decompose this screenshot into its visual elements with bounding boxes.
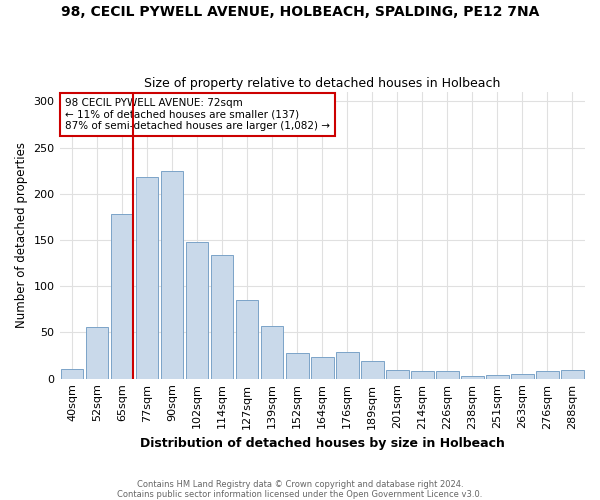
Text: Contains HM Land Registry data © Crown copyright and database right 2024.
Contai: Contains HM Land Registry data © Crown c…: [118, 480, 482, 499]
Bar: [211, 255, 233, 378]
Bar: [61, 370, 83, 378]
Title: Size of property relative to detached houses in Holbeach: Size of property relative to detached ho…: [144, 76, 500, 90]
Bar: [311, 358, 334, 378]
Bar: [286, 353, 308, 378]
Bar: [411, 372, 434, 378]
Bar: [161, 170, 184, 378]
Bar: [511, 374, 534, 378]
Text: 98, CECIL PYWELL AVENUE, HOLBEACH, SPALDING, PE12 7NA: 98, CECIL PYWELL AVENUE, HOLBEACH, SPALD…: [61, 5, 539, 19]
X-axis label: Distribution of detached houses by size in Holbeach: Distribution of detached houses by size …: [140, 437, 505, 450]
Bar: [361, 361, 383, 378]
Bar: [336, 352, 359, 378]
Bar: [561, 370, 584, 378]
Bar: [486, 375, 509, 378]
Bar: [386, 370, 409, 378]
Bar: [536, 372, 559, 378]
Y-axis label: Number of detached properties: Number of detached properties: [15, 142, 28, 328]
Bar: [136, 177, 158, 378]
Bar: [86, 327, 109, 378]
Bar: [111, 214, 133, 378]
Bar: [261, 326, 283, 378]
Bar: [436, 372, 458, 378]
Bar: [236, 300, 259, 378]
Bar: [186, 242, 208, 378]
Text: 98 CECIL PYWELL AVENUE: 72sqm
← 11% of detached houses are smaller (137)
87% of : 98 CECIL PYWELL AVENUE: 72sqm ← 11% of d…: [65, 98, 330, 131]
Bar: [461, 376, 484, 378]
